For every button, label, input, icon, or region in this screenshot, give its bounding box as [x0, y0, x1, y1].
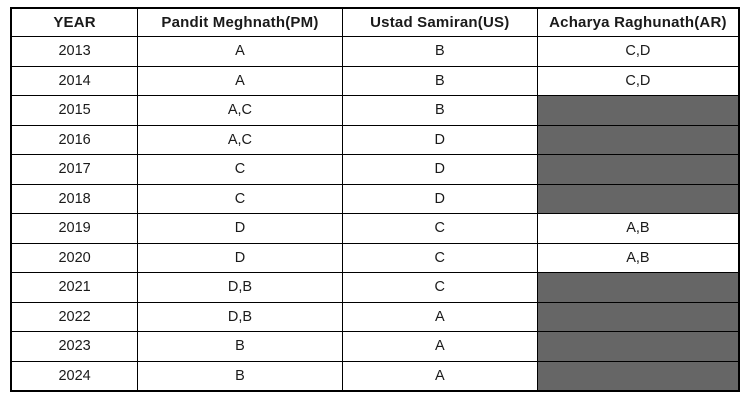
year-cell: 2013: [10, 36, 139, 67]
table-header: YEAR Pandit Meghnath(PM) Ustad Samiran(U…: [10, 7, 740, 37]
us-cell: D: [341, 154, 538, 185]
year-cell: 2019: [10, 213, 139, 244]
data-table-container: YEAR Pandit Meghnath(PM) Ustad Samiran(U…: [10, 7, 740, 392]
raga-year-table: YEAR Pandit Meghnath(PM) Ustad Samiran(U…: [10, 7, 740, 392]
ar-cell: [536, 301, 740, 332]
year-cell: 2016: [10, 124, 139, 155]
ar-cell: [536, 360, 740, 392]
us-cell: D: [341, 183, 538, 214]
ar-cell: [536, 183, 740, 214]
table-row: 2021 D,B C: [10, 272, 740, 303]
us-cell: C: [341, 272, 538, 303]
ar-cell: [536, 331, 740, 362]
table-row: 2016 A,C D: [10, 124, 740, 155]
pm-cell: D: [137, 242, 343, 273]
header-pandit-meghnath: Pandit Meghnath(PM): [137, 7, 343, 37]
pm-cell: B: [137, 331, 343, 362]
ar-cell: A,B: [536, 242, 740, 273]
ar-cell: C,D: [536, 65, 740, 96]
table-row: 2015 A,C B: [10, 95, 740, 126]
pm-cell: A: [137, 65, 343, 96]
year-cell: 2017: [10, 154, 139, 185]
us-cell: C: [341, 242, 538, 273]
pm-cell: D,B: [137, 301, 343, 332]
us-cell: B: [341, 95, 538, 126]
pm-cell: B: [137, 360, 343, 392]
ar-cell: [536, 272, 740, 303]
table-row: 2018 C D: [10, 183, 740, 214]
year-cell: 2023: [10, 331, 139, 362]
pm-cell: D: [137, 213, 343, 244]
ar-cell: [536, 154, 740, 185]
ar-cell: [536, 124, 740, 155]
year-cell: 2020: [10, 242, 139, 273]
ar-cell: A,B: [536, 213, 740, 244]
us-cell: A: [341, 331, 538, 362]
table-row: 2014 A B C,D: [10, 65, 740, 96]
us-cell: A: [341, 301, 538, 332]
pm-cell: A,C: [137, 124, 343, 155]
us-cell: C: [341, 213, 538, 244]
us-cell: B: [341, 65, 538, 96]
header-acharya-raghunath: Acharya Raghunath(AR): [536, 7, 740, 37]
year-cell: 2018: [10, 183, 139, 214]
table-row: 2022 D,B A: [10, 301, 740, 332]
header-year: YEAR: [10, 7, 139, 37]
pm-cell: C: [137, 183, 343, 214]
pm-cell: C: [137, 154, 343, 185]
us-cell: A: [341, 360, 538, 392]
pm-cell: D,B: [137, 272, 343, 303]
year-cell: 2014: [10, 65, 139, 96]
table-row: 2017 C D: [10, 154, 740, 185]
year-cell: 2024: [10, 360, 139, 392]
table-row: 2013 A B C,D: [10, 36, 740, 67]
ar-cell: C,D: [536, 36, 740, 67]
year-cell: 2022: [10, 301, 139, 332]
table-row: 2023 B A: [10, 331, 740, 362]
table-body: 2013 A B C,D 2014 A B C,D 2015 A,C B 2016 A,C D 2017 C D…: [10, 36, 740, 392]
ar-cell: [536, 95, 740, 126]
year-cell: 2021: [10, 272, 139, 303]
table-row: 2019 D C A,B: [10, 213, 740, 244]
us-cell: B: [341, 36, 538, 67]
year-cell: 2015: [10, 95, 139, 126]
table-row: 2020 D C A,B: [10, 242, 740, 273]
header-ustad-samiran: Ustad Samiran(US): [341, 7, 538, 37]
pm-cell: A: [137, 36, 343, 67]
pm-cell: A,C: [137, 95, 343, 126]
header-row: YEAR Pandit Meghnath(PM) Ustad Samiran(U…: [10, 7, 740, 37]
table-row: 2024 B A: [10, 360, 740, 392]
us-cell: D: [341, 124, 538, 155]
